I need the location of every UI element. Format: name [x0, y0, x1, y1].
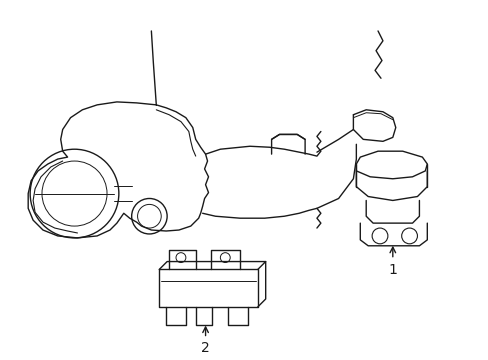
- Text: 1: 1: [387, 262, 396, 276]
- Text: 2: 2: [201, 341, 209, 355]
